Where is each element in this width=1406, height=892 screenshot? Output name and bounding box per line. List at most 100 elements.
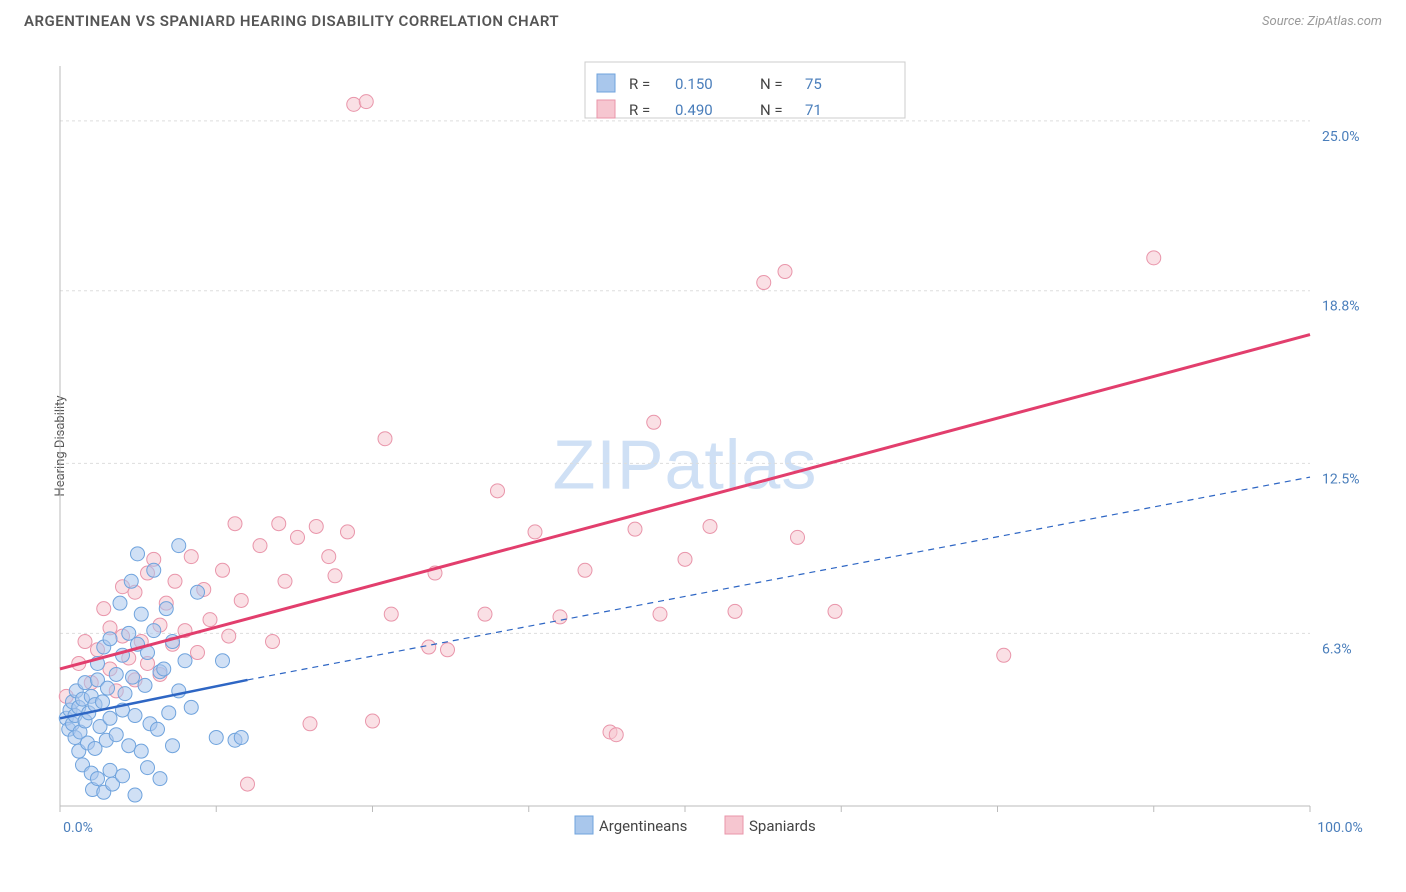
point-spaniards [678,552,692,566]
point-argentineans [124,574,138,588]
legend-n-label: N = [760,101,783,119]
point-spaniards [222,629,236,643]
point-spaniards [828,604,842,618]
point-spaniards [778,265,792,279]
point-spaniards [191,646,205,660]
point-argentineans [209,730,223,744]
point-argentineans [184,700,198,714]
legend-label-spaniards: Spaniards [749,817,816,835]
point-spaniards [253,539,267,553]
point-spaniards [366,714,380,728]
point-spaniards [647,415,661,429]
point-argentineans [109,728,123,742]
trendline-spaniards [60,335,1310,669]
point-spaniards [328,569,342,583]
chart-area: ZIPatlas 6.3% 12.5% 18.8% 25.0% 0.0% 100.0% R =… [50,50,1386,842]
point-argentineans [216,654,230,668]
legend-n-label: N = [760,75,783,93]
point-spaniards [728,604,742,618]
point-spaniards [1147,251,1161,265]
point-spaniards [241,777,255,791]
point-spaniards [628,522,642,536]
point-argentineans [159,602,173,616]
point-argentineans [166,739,180,753]
point-argentineans [178,654,192,668]
point-argentineans [126,670,140,684]
point-argentineans [234,730,248,744]
legend-r-label: R = [629,75,650,93]
point-spaniards [78,635,92,649]
scatter-chart: ZIPatlas 6.3% 12.5% 18.8% 25.0% 0.0% 100.0% R =… [50,50,1386,842]
point-spaniards [609,728,623,742]
point-spaniards [478,607,492,621]
point-spaniards [422,640,436,654]
point-spaniards [491,484,505,498]
legend-swatch [597,74,615,92]
point-spaniards [184,550,198,564]
point-spaniards [272,517,286,531]
point-spaniards [791,530,805,544]
point-argentineans [113,596,127,610]
legend-r-value: 0.490 [675,101,713,119]
point-argentineans [131,547,145,561]
point-argentineans [116,769,130,783]
legend-n-value: 71 [805,101,822,119]
point-argentineans [103,763,117,777]
point-argentineans [138,678,152,692]
point-argentineans [141,761,155,775]
point-argentineans [147,563,161,577]
point-spaniards [168,574,182,588]
y-tick-label: 18.8% [1322,299,1360,315]
point-argentineans [147,624,161,638]
point-spaniards [278,574,292,588]
x-tick-label: 100.0% [1317,820,1362,836]
legend-swatch [597,100,615,118]
x-tick-label: 0.0% [63,820,93,836]
point-argentineans [128,709,142,723]
point-argentineans [157,662,171,676]
point-spaniards [347,97,361,111]
point-spaniards [384,607,398,621]
legend-swatch-argentineans [575,816,593,834]
point-spaniards [441,643,455,657]
point-spaniards [97,602,111,616]
y-tick-label: 25.0% [1322,129,1360,145]
legend-r-label: R = [629,101,650,119]
chart-title: ARGENTINEAN VS SPANIARD HEARING DISABILI… [24,12,559,30]
point-spaniards [653,607,667,621]
point-spaniards [303,717,317,731]
point-spaniards [378,432,392,446]
point-argentineans [134,607,148,621]
legend-n-value: 75 [805,75,822,93]
point-spaniards [322,550,336,564]
point-spaniards [359,95,373,109]
point-argentineans [103,632,117,646]
point-argentineans [191,585,205,599]
legend-label-argentineans: Argentineans [599,817,687,835]
y-tick-label: 12.5% [1322,471,1360,487]
point-spaniards [578,563,592,577]
point-spaniards [309,519,323,533]
point-argentineans [91,772,105,786]
point-spaniards [228,517,242,531]
legend-r-value: 0.150 [675,75,713,93]
trendline-argentineans-ext [248,477,1311,680]
watermark: ZIPatlas [553,425,818,503]
point-argentineans [162,706,176,720]
point-spaniards [703,519,717,533]
point-spaniards [291,530,305,544]
point-argentineans [128,788,142,802]
point-argentineans [103,711,117,725]
point-argentineans [96,695,110,709]
point-argentineans [78,676,92,690]
point-spaniards [528,525,542,539]
legend-swatch-spaniards [725,816,743,834]
point-argentineans [118,687,132,701]
point-spaniards [341,525,355,539]
point-argentineans [109,667,123,681]
point-spaniards [997,648,1011,662]
point-argentineans [134,744,148,758]
point-argentineans [153,772,167,786]
y-tick-label: 6.3% [1322,641,1352,657]
point-spaniards [234,593,248,607]
